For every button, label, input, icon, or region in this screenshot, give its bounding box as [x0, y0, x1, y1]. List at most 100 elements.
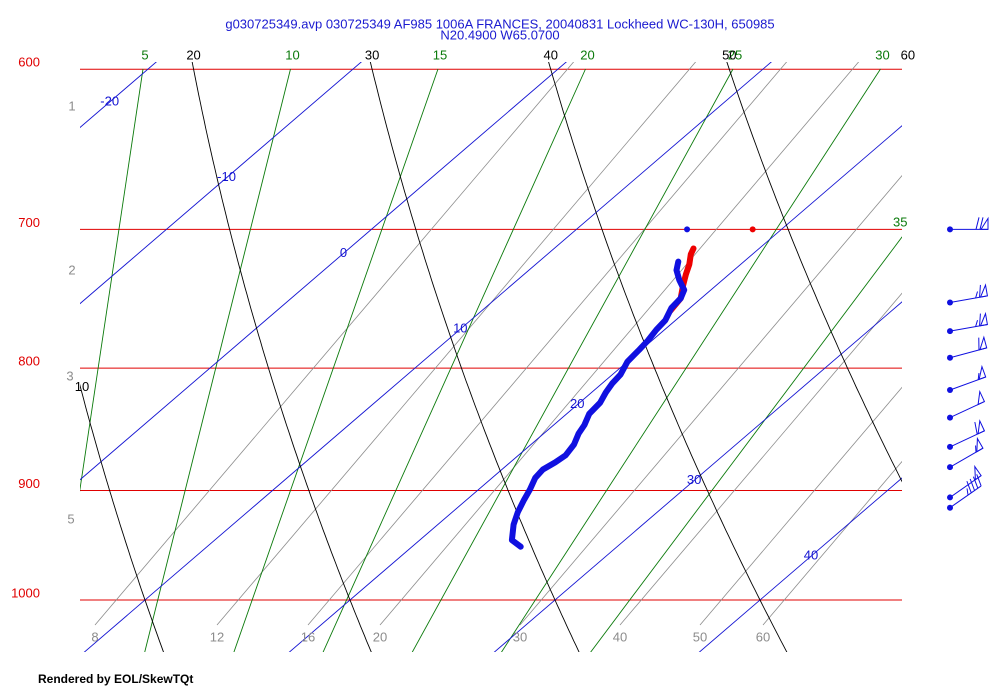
mixing-ratio-label: 50 — [693, 629, 707, 644]
height-label: 3 — [66, 368, 73, 383]
wind-flag — [976, 436, 984, 453]
wind-feather — [976, 474, 982, 487]
isotherm-label: -20 — [100, 93, 119, 108]
wind-flag — [979, 283, 989, 298]
wind-feather — [975, 320, 978, 327]
isotherm-label: 40 — [804, 548, 818, 563]
dry-adiabat — [726, 62, 902, 483]
moist-adiabat — [80, 68, 144, 493]
isotherm-label: 10 — [453, 321, 467, 336]
moist-adiabat — [590, 236, 902, 652]
isobar-label: 1000 — [11, 585, 40, 600]
isotherm-label: -10 — [217, 169, 236, 184]
mixing-ratio-line — [519, 174, 902, 626]
wind-barb — [947, 364, 987, 394]
isotherm-label: 0 — [340, 245, 347, 260]
dry-adiabat-label: 50 — [722, 47, 736, 62]
moist-adiabat-label: 15 — [433, 47, 447, 62]
flight-level-dewpoint — [684, 226, 691, 233]
wind-barb — [947, 419, 986, 450]
moist-adiabat — [411, 68, 734, 652]
wind-feather — [969, 478, 976, 491]
wind-feather — [975, 291, 978, 299]
dry-adiabat-label: 10 — [75, 379, 89, 394]
wind-feather — [979, 284, 981, 298]
mixing-ratio-line — [216, 62, 697, 626]
dry-adiabat — [80, 383, 164, 652]
height-label: 2 — [68, 262, 75, 277]
wind-barb — [947, 474, 982, 511]
wind-flag — [977, 419, 986, 435]
mixing-ratio-label: 30 — [513, 629, 527, 644]
wind-barb — [947, 389, 986, 421]
isobar-label: 900 — [18, 476, 40, 491]
chart-subtitle: N20.4900 W65.0700 — [440, 27, 559, 42]
moist-adiabat-label: 35 — [893, 214, 907, 229]
isotherm — [493, 301, 902, 652]
isobar-label: 600 — [18, 55, 40, 70]
wind-feather — [979, 313, 981, 326]
moist-adiabat-label: 30 — [875, 47, 889, 62]
moist-adiabat-label: 20 — [580, 47, 594, 62]
mixing-ratio-label: 60 — [756, 629, 770, 644]
wind-feather — [966, 488, 969, 496]
mixing-ratio-line — [379, 62, 860, 626]
mixing-ratio-line — [307, 62, 788, 626]
footer: Rendered by EOL/SkewTQt — [38, 672, 193, 686]
mixing-ratio-label: 16 — [301, 629, 315, 644]
wind-barb — [947, 311, 989, 335]
wind-flag — [979, 335, 988, 351]
isobar-label: 800 — [18, 354, 40, 369]
wind-barb — [947, 335, 988, 361]
mixing-ratio-label: 12 — [210, 629, 224, 644]
mixing-ratio-line — [762, 460, 902, 626]
isotherm — [80, 62, 362, 305]
isobar-label: 700 — [18, 215, 40, 230]
mixing-ratio-label: 8 — [91, 629, 98, 644]
mixing-ratio-line — [94, 62, 575, 626]
moist-adiabat-label: 10 — [285, 47, 299, 62]
dry-adiabat-label: 60 — [901, 47, 915, 62]
chart-title: g030725349.avp 030725349 AF985 1006A FRA… — [225, 16, 774, 31]
moist-adiabat — [144, 68, 291, 652]
wind-flag — [979, 311, 989, 327]
height-label: 1 — [68, 98, 75, 113]
dry-adiabat — [548, 62, 788, 652]
dry-adiabat-label: 40 — [543, 47, 557, 62]
isotherm-label: 20 — [570, 396, 584, 411]
wind-barb — [947, 283, 989, 306]
moist-adiabat-label: 25 — [728, 47, 742, 62]
dry-adiabat-label: 20 — [186, 47, 200, 62]
dry-adiabat — [191, 62, 372, 652]
wind-flag — [977, 389, 986, 406]
moist-adiabat-label: 5 — [141, 47, 148, 62]
mixing-ratio-line — [699, 386, 902, 626]
wind-feather — [966, 481, 972, 493]
dry-adiabat-label: 30 — [365, 47, 379, 62]
sounding-line — [508, 258, 688, 550]
wind-feather — [974, 421, 978, 435]
isotherm — [83, 62, 772, 652]
height-label: 5 — [67, 511, 74, 526]
sounding — [508, 216, 989, 550]
isotherm — [80, 62, 567, 481]
moist-adiabat — [322, 68, 586, 652]
moist-adiabat — [501, 68, 881, 652]
wind-flag — [978, 364, 987, 381]
moist-adiabat — [233, 68, 439, 652]
wind-barb — [947, 436, 984, 471]
isotherm — [698, 477, 902, 652]
wind-barb — [947, 216, 989, 233]
dry-adiabat — [369, 62, 580, 652]
mixing-ratio-label: 20 — [373, 629, 387, 644]
wind-shaft — [949, 485, 982, 509]
flight-level-temperature — [749, 226, 756, 233]
wind-feather — [975, 217, 980, 230]
wind-feather — [979, 217, 984, 230]
isotherm-label: 30 — [687, 472, 701, 487]
wind-feather — [972, 476, 979, 489]
mixing-ratio-label: 40 — [613, 629, 627, 644]
